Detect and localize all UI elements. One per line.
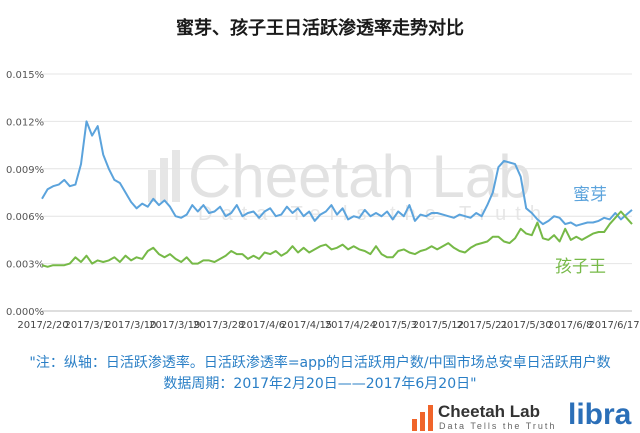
x-tick-label: 2017/6/8 (548, 320, 593, 331)
footnote-period: 数据周期：2017年2月20日——2017年6月20日" (163, 376, 477, 392)
line-chart: 0.000% 0.003% 0.006% 0.009% 0.012% 0.015% 201… (6, 70, 640, 331)
x-tick-label: 2017/5/12 (413, 320, 464, 331)
series-label-miya: 蜜芽 (573, 185, 607, 205)
y-tick-label: 0.015% (6, 70, 44, 81)
cheetah-lab-name: Cheetah Lab (438, 402, 541, 421)
chart-title: 蜜芽、孩子王日活跃渗透率走势对比 (176, 18, 464, 39)
grid-lines (42, 73, 632, 312)
y-tick-label: 0.012% (6, 117, 44, 128)
series-line-miya (41, 120, 633, 227)
footnote-definition: "注：纵轴：日活跃渗透率。日活跃渗透率=app的日活跃用户数/中国市场总安卓日活… (29, 355, 611, 371)
x-tick-label: 2017/3/19 (149, 320, 200, 331)
y-tick-label: 0.009% (6, 165, 44, 176)
x-tick-label: 2017/5/21 (457, 320, 508, 331)
x-tick-label: 2017/5/3 (372, 320, 417, 331)
x-tick-label: 2017/4/24 (325, 320, 376, 331)
y-tick-label: 0.003% (6, 260, 44, 271)
x-tick-label: 2017/5/30 (501, 320, 552, 331)
x-tick-label: 2017/3/1 (64, 320, 109, 331)
series-lines (41, 120, 633, 268)
x-tick-label: 2017/2/20 (17, 320, 68, 331)
x-axis-ticks: 2017/2/202017/3/12017/3/102017/3/192017/… (17, 320, 639, 331)
libra-logo: libra (568, 398, 632, 431)
x-tick-label: 2017/6/17 (588, 320, 639, 331)
x-tick-label: 2017/4/6 (240, 320, 285, 331)
y-axis-ticks: 0.000% 0.003% 0.006% 0.009% 0.012% 0.015% (6, 70, 44, 318)
series-line-haiziwang (41, 210, 633, 268)
cheetah-lab-logo-icon (412, 405, 433, 431)
x-tick-label: 2017/4/15 (281, 320, 332, 331)
series-label-haiziwang: 孩子王 (555, 257, 606, 277)
y-tick-label: 0.000% (6, 307, 44, 318)
x-tick-label: 2017/3/28 (193, 320, 244, 331)
x-tick-label: 2017/3/10 (105, 320, 156, 331)
cheetah-lab-tagline: Data Tells the Truth (439, 421, 557, 431)
y-tick-label: 0.006% (6, 212, 44, 223)
